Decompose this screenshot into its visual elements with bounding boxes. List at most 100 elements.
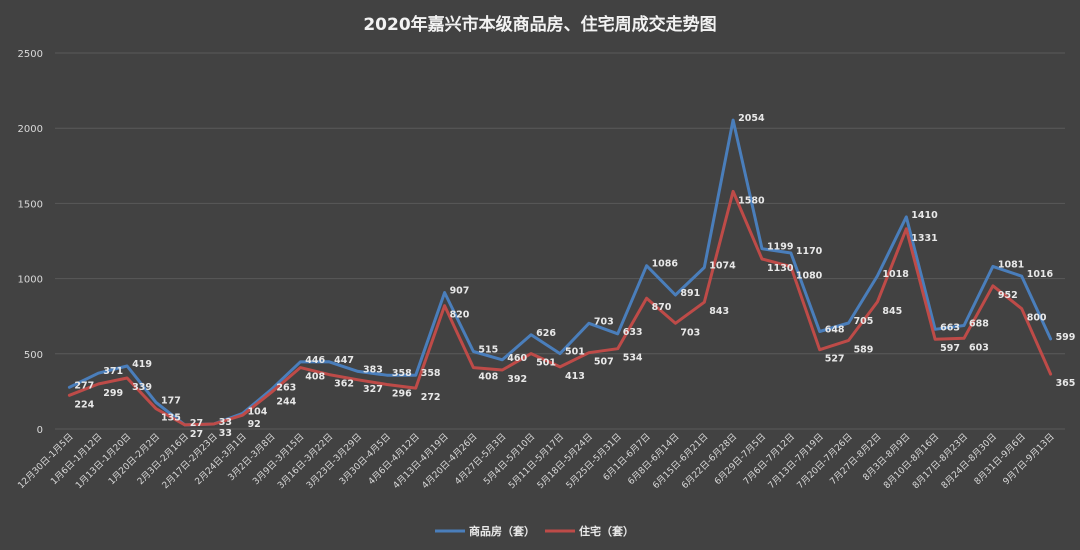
data-label: 1130 bbox=[767, 263, 794, 274]
data-label: 92 bbox=[248, 419, 261, 430]
data-label: 1018 bbox=[882, 269, 909, 280]
data-label: 33 bbox=[219, 417, 232, 428]
x-tick-label: 6月22日-6月28日 bbox=[679, 431, 739, 491]
data-label: 447 bbox=[334, 355, 354, 366]
data-label: 891 bbox=[680, 288, 700, 299]
data-label: 603 bbox=[969, 342, 989, 353]
x-tick-label: 8月17日-8月23日 bbox=[910, 431, 970, 491]
x-tick-label: 7月20日-7月26日 bbox=[795, 431, 855, 491]
data-label: 339 bbox=[132, 382, 152, 393]
legend: 商品房（套） 住宅（套） bbox=[435, 524, 634, 538]
data-label: 1410 bbox=[911, 210, 938, 221]
x-tick-label: 1月13日-1月20日 bbox=[73, 431, 133, 491]
data-label: 703 bbox=[680, 327, 700, 338]
x-tick-label: 5月4日-5月10日 bbox=[481, 431, 537, 487]
data-label: 296 bbox=[392, 388, 412, 399]
x-tick-label: 4月20日-4月26日 bbox=[420, 431, 480, 491]
x-tick-label: 4月13日-4月19日 bbox=[391, 431, 451, 491]
data-label: 272 bbox=[421, 392, 441, 403]
data-label: 501 bbox=[536, 358, 556, 369]
x-tick-label: 9月7日-9月13日 bbox=[1001, 431, 1057, 487]
data-label: 597 bbox=[940, 343, 960, 354]
x-tick-label: 1月20日-2月2日 bbox=[106, 431, 162, 487]
data-label: 371 bbox=[103, 366, 123, 377]
data-label: 820 bbox=[450, 310, 470, 321]
data-label: 589 bbox=[854, 344, 874, 355]
data-label: 705 bbox=[854, 316, 874, 327]
data-label: 244 bbox=[276, 396, 296, 407]
data-label: 527 bbox=[825, 354, 845, 365]
y-tick-label: 500 bbox=[24, 350, 43, 361]
y-tick-label: 2500 bbox=[18, 49, 43, 60]
data-label: 299 bbox=[103, 388, 123, 399]
data-label: 703 bbox=[594, 316, 614, 327]
data-label: 460 bbox=[507, 353, 527, 364]
x-tick-label: 2月17日-2月23日 bbox=[160, 431, 220, 491]
data-label: 633 bbox=[623, 327, 643, 338]
x-tick-label: 1月6日-1月12日 bbox=[49, 431, 105, 487]
x-tick-label: 12月30日-1月5日 bbox=[16, 431, 76, 491]
data-label: 501 bbox=[565, 347, 585, 358]
y-tick-label: 1500 bbox=[18, 199, 43, 210]
y-tick-label: 0 bbox=[37, 425, 43, 436]
data-label: 1331 bbox=[911, 233, 937, 244]
x-tick-label: 2月3日-2月16日 bbox=[135, 431, 191, 487]
data-label: 177 bbox=[161, 395, 181, 406]
data-label: 327 bbox=[363, 384, 383, 395]
data-label: 408 bbox=[305, 372, 325, 383]
y-axis-ticks: 0 500 1000 1500 2000 2500 bbox=[18, 49, 43, 436]
data-label: 413 bbox=[565, 371, 585, 382]
data-label: 27 bbox=[190, 429, 203, 440]
data-label: 507 bbox=[594, 357, 614, 368]
data-label: 446 bbox=[305, 355, 325, 366]
data-label: 135 bbox=[161, 413, 181, 424]
data-label: 224 bbox=[74, 399, 94, 410]
x-tick-label: 3月23日-3月29日 bbox=[304, 431, 364, 491]
data-label: 104 bbox=[248, 406, 268, 417]
data-label: 27 bbox=[190, 418, 203, 429]
x-tick-label: 3月30日-4月5日 bbox=[337, 431, 393, 487]
x-tick-label: 3月16日-3月22日 bbox=[275, 431, 335, 491]
data-label: 515 bbox=[478, 345, 498, 356]
data-label: 362 bbox=[334, 379, 354, 390]
data-label: 1199 bbox=[767, 242, 793, 253]
x-tick-label: 7月27日-8月2日 bbox=[828, 431, 884, 487]
data-label: 1016 bbox=[1027, 269, 1054, 280]
data-label: 1170 bbox=[796, 246, 823, 257]
data-label: 358 bbox=[392, 368, 412, 379]
data-label: 277 bbox=[74, 380, 94, 391]
data-label: 599 bbox=[1056, 332, 1076, 343]
data-label: 907 bbox=[450, 286, 470, 297]
data-label: 263 bbox=[276, 382, 296, 393]
gridlines bbox=[55, 52, 1065, 430]
data-label: 1580 bbox=[738, 195, 765, 206]
x-tick-label: 3月9日-3月15日 bbox=[251, 431, 307, 487]
data-label: 688 bbox=[969, 319, 989, 330]
x-tick-label: 4月6日-4月12日 bbox=[366, 431, 422, 487]
x-tick-label: 7月13日-7月19日 bbox=[766, 431, 826, 491]
y-tick-label: 2000 bbox=[18, 124, 43, 135]
data-label: 663 bbox=[940, 322, 960, 333]
data-label: 365 bbox=[1056, 378, 1076, 389]
data-label: 952 bbox=[998, 290, 1018, 301]
x-tick-label: 8月10日-8月16日 bbox=[881, 431, 941, 491]
x-tick-label: 6月15日-6月21日 bbox=[651, 431, 711, 491]
x-tick-label: 4月27日-5月3日 bbox=[453, 431, 509, 487]
x-tick-label: 8月31日-9月6日 bbox=[972, 431, 1028, 487]
data-label: 870 bbox=[652, 302, 672, 313]
x-tick-label: 6月8日-6月14日 bbox=[626, 431, 682, 487]
x-tick-label: 5月11日-5月17日 bbox=[506, 431, 566, 491]
data-label: 392 bbox=[507, 374, 527, 385]
x-tick-label: 6月29日-7月5日 bbox=[712, 431, 768, 487]
data-label: 1086 bbox=[652, 259, 679, 270]
legend-label: 住宅（套） bbox=[579, 524, 634, 538]
x-tick-label: 5月18日-5月24日 bbox=[535, 431, 595, 491]
legend-label: 商品房（套） bbox=[469, 524, 535, 538]
x-tick-label: 8月24日-8月30日 bbox=[939, 431, 999, 491]
data-label: 1081 bbox=[998, 259, 1024, 270]
data-label: 626 bbox=[536, 328, 556, 339]
chart-title: 2020年嘉兴市本级商品房、住宅周成交走势图 bbox=[363, 14, 716, 35]
data-labels: 277 371 419 177 27 33 104 263 446 447 383 358 358 907… bbox=[74, 113, 1075, 440]
data-label: 648 bbox=[825, 325, 845, 336]
